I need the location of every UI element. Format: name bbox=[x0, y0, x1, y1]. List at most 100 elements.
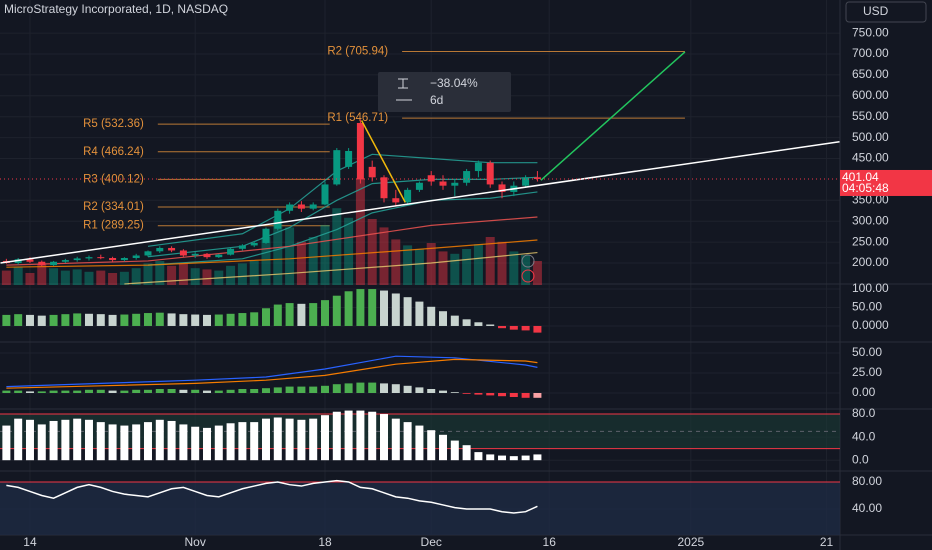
histogram-bar bbox=[450, 392, 459, 393]
trend-line bbox=[540, 51, 686, 181]
y-tick-label: 700.00 bbox=[852, 46, 889, 60]
candle-body bbox=[463, 171, 471, 183]
volume-bar bbox=[131, 268, 141, 285]
histogram-bar bbox=[49, 314, 58, 326]
histogram-bar bbox=[439, 311, 448, 326]
histogram-bar bbox=[120, 390, 129, 393]
y-tick-label: 650.00 bbox=[852, 67, 889, 81]
histogram-bar bbox=[25, 391, 34, 393]
histogram-bar bbox=[415, 425, 424, 461]
histogram-bar bbox=[285, 386, 294, 393]
histogram-bar bbox=[179, 314, 188, 326]
histogram-bar bbox=[226, 313, 235, 326]
histogram-bar bbox=[2, 390, 11, 393]
y-tick-label: 550.00 bbox=[852, 109, 889, 123]
candle-body bbox=[215, 254, 223, 258]
histogram-bar bbox=[533, 325, 542, 333]
volume-bar bbox=[84, 271, 94, 285]
histogram-bar bbox=[509, 393, 518, 397]
volume-bar bbox=[485, 237, 495, 285]
y-tick-label: 300.00 bbox=[852, 213, 889, 227]
histogram-bar bbox=[238, 389, 247, 393]
histogram-bar bbox=[120, 314, 129, 326]
price-tag-countdown: 04:05:48 bbox=[842, 181, 889, 195]
x-tick-label: Dec bbox=[421, 535, 442, 549]
candle-body bbox=[250, 242, 258, 246]
histogram-bar bbox=[155, 312, 164, 326]
histogram-bar bbox=[297, 419, 306, 461]
histogram-bar bbox=[261, 308, 270, 326]
icon[interactable] bbox=[521, 254, 535, 268]
histogram-bar bbox=[49, 390, 58, 393]
histogram-bar bbox=[2, 314, 11, 326]
currency-label[interactable]: USD bbox=[863, 4, 889, 18]
histogram-bar bbox=[486, 324, 495, 326]
histogram-bar bbox=[132, 424, 141, 461]
candle-body bbox=[404, 189, 412, 203]
histogram-bar bbox=[214, 390, 223, 393]
volume-bar bbox=[296, 241, 306, 285]
histogram-bar bbox=[415, 301, 424, 326]
histogram-bar bbox=[167, 313, 176, 326]
histogram-bar bbox=[49, 420, 58, 461]
histogram-bar bbox=[191, 426, 200, 461]
volume-bar bbox=[37, 263, 47, 285]
candle-body bbox=[380, 177, 388, 199]
histogram-bar bbox=[73, 313, 82, 326]
price-tag bbox=[840, 169, 932, 196]
measure-span: 6d bbox=[430, 93, 443, 107]
y-tick-label: 600.00 bbox=[852, 88, 889, 102]
histogram-bar bbox=[332, 384, 341, 393]
histogram-bar bbox=[380, 290, 389, 326]
candle-body bbox=[238, 245, 246, 249]
currency-button[interactable] bbox=[845, 1, 927, 23]
volume-bar bbox=[379, 227, 389, 285]
y-tick-label: 200.00 bbox=[852, 255, 889, 269]
y-tick-label: 50.00 bbox=[852, 345, 882, 359]
volume-bar bbox=[285, 227, 295, 285]
histogram-bar bbox=[202, 390, 211, 393]
volume-bar bbox=[249, 261, 259, 285]
volume-bar bbox=[108, 273, 118, 285]
histogram-bar bbox=[61, 390, 70, 393]
histogram-bar bbox=[439, 434, 448, 461]
icon[interactable] bbox=[521, 269, 535, 283]
candle-body bbox=[392, 198, 400, 203]
volume-bar bbox=[60, 270, 70, 285]
histogram-bar bbox=[521, 325, 530, 331]
y-tick-label: 40.00 bbox=[852, 501, 882, 515]
histogram-bar bbox=[285, 303, 294, 326]
volume-bar bbox=[72, 269, 82, 285]
y-tick-label: 250.00 bbox=[852, 234, 889, 248]
y-tick-label: 100.00 bbox=[852, 281, 889, 295]
histogram-bar bbox=[167, 389, 176, 393]
histogram-bar bbox=[368, 411, 377, 461]
histogram-bar bbox=[261, 388, 270, 393]
histogram-bar bbox=[202, 427, 211, 461]
volume-bar bbox=[462, 249, 472, 285]
volume-bar bbox=[1, 270, 11, 285]
histogram-bar bbox=[450, 315, 459, 326]
histogram-bar bbox=[273, 304, 282, 326]
volume-bar bbox=[509, 251, 519, 285]
y-tick-label: 80.0 bbox=[852, 406, 876, 420]
histogram-bar bbox=[309, 418, 318, 461]
x-tick-label: 14 bbox=[23, 535, 37, 549]
candle-body bbox=[61, 260, 69, 262]
histogram-bar bbox=[84, 313, 93, 326]
histogram-bar bbox=[462, 393, 471, 394]
y-tick-label: 0.0 bbox=[852, 452, 869, 466]
pivot-label: R2 (705.94) bbox=[327, 46, 388, 58]
histogram-bar bbox=[321, 300, 330, 326]
histogram-bar bbox=[344, 410, 353, 461]
y-tick-label: 0.0000 bbox=[852, 318, 889, 332]
histogram-bar bbox=[25, 419, 34, 461]
candle-body bbox=[439, 181, 447, 186]
histogram-bar bbox=[132, 313, 141, 326]
moving-average bbox=[124, 251, 538, 285]
histogram-bar bbox=[344, 291, 353, 326]
histogram-bar bbox=[73, 390, 82, 393]
histogram-bar bbox=[403, 297, 412, 326]
candle-body bbox=[50, 261, 58, 266]
